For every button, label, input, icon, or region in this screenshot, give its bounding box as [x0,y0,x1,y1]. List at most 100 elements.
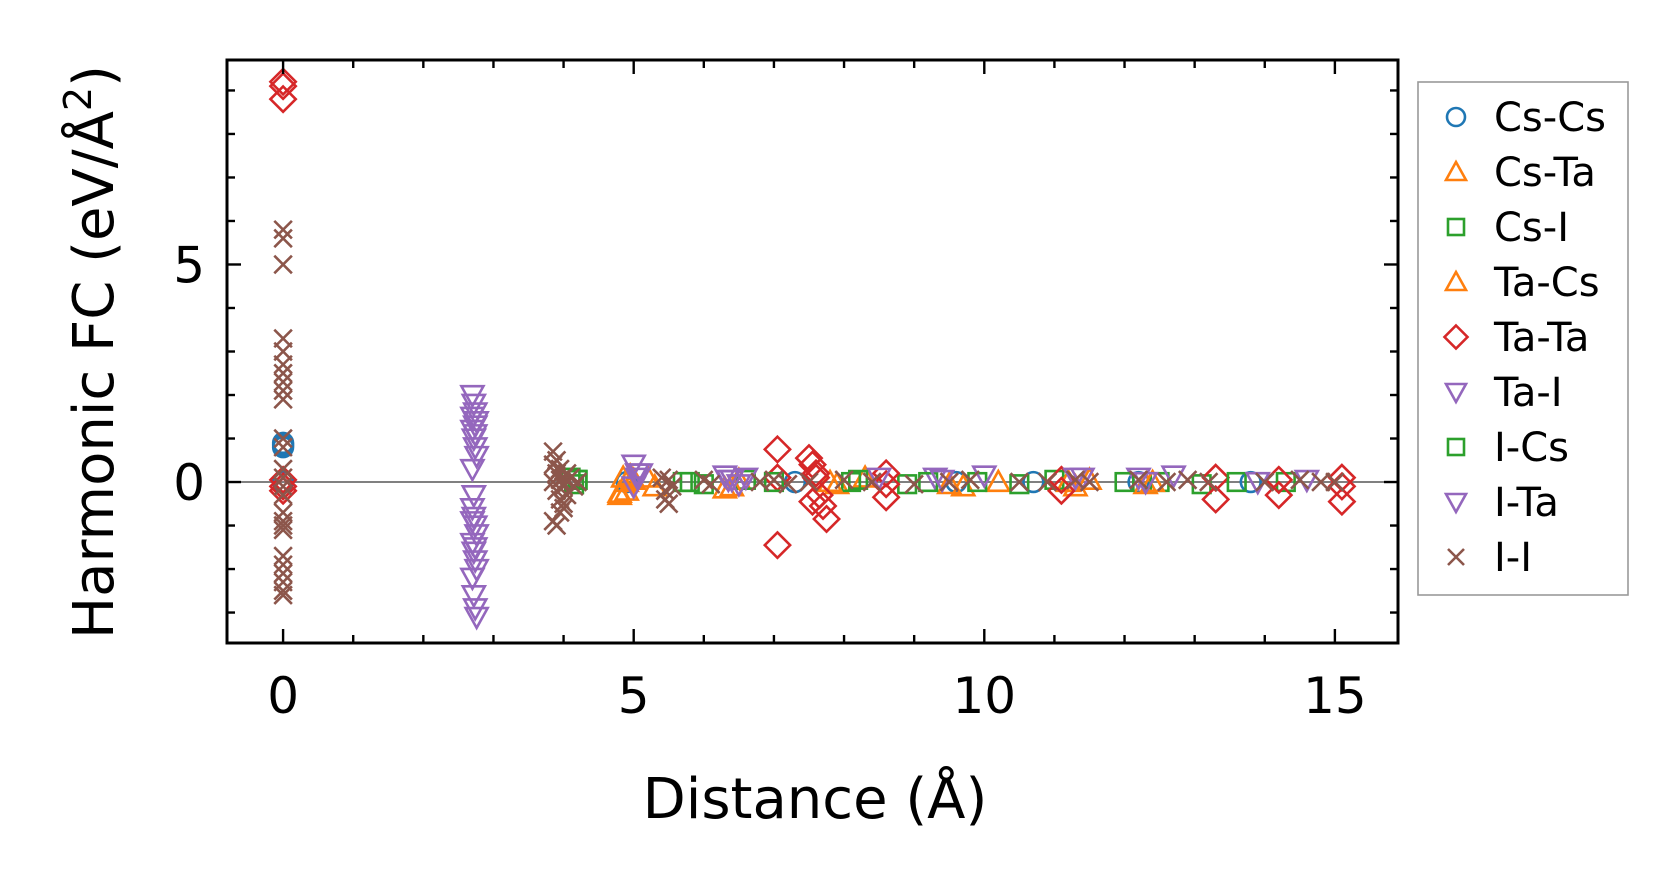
data-point [1062,467,1089,492]
data-point [1290,470,1310,490]
data-point [971,465,998,490]
x-tick-label: 0 [267,667,299,725]
data-point [273,520,293,540]
data-point [762,530,792,560]
data-point [812,504,842,534]
data-point [808,491,838,521]
legend-label: I-I [1494,535,1532,581]
data-point [798,487,827,517]
data-point [273,254,293,275]
data-point [273,380,293,401]
legend-marker [1443,269,1469,292]
data-point [762,434,792,464]
data-point [463,445,490,470]
data-point [1009,472,1030,492]
legend-label: Cs-Ta [1494,150,1596,196]
data-point [871,482,901,512]
series-ta-i [459,384,1321,631]
y-axis-label-close: ) [62,65,127,87]
data-point [462,424,489,448]
data-point [459,458,486,483]
data-point [763,471,785,493]
data-point [778,474,798,494]
y-axis-label: Harmonic FC (eV/Å2) [56,65,127,639]
legend-marker [1443,492,1469,515]
data-point [659,494,679,514]
data-point [847,469,869,490]
data-point [922,467,949,492]
legend-marker [1446,217,1466,237]
data-point [273,563,293,584]
data-point [1114,471,1135,493]
data-point [1327,471,1357,501]
data-point [273,546,293,566]
legend-marker [1445,106,1467,128]
y-axis-label-superscript: 2 [56,87,100,111]
data-point [273,354,293,375]
data-point [1128,470,1149,490]
data-point [732,467,760,492]
data-point [1139,468,1166,493]
data-point [1325,472,1345,492]
data-point [273,428,293,449]
legend-label: Cs-I [1494,205,1569,251]
data-point [764,470,784,490]
data-point [273,389,293,410]
data-point [1201,484,1231,514]
legend-marker [1443,382,1469,405]
data-point [1311,472,1331,492]
legend-label: Ta-Ta [1493,315,1589,361]
data-point [459,567,486,592]
data-point [460,484,488,509]
data-point [273,219,293,240]
data-point [1226,471,1247,493]
data-point [273,363,293,383]
data-point [273,554,293,575]
data-point [1160,465,1187,490]
data-point [1076,466,1103,490]
data-point [273,228,293,249]
data-point [273,476,293,497]
data-point [273,437,293,457]
data-point [662,476,682,497]
data-point [1156,472,1177,492]
series-cs-cs [271,431,1262,494]
data-layer [227,67,1398,631]
data-point [985,468,1012,493]
data-point [627,463,654,487]
data-point [273,585,293,605]
data-point [463,606,490,631]
data-point [862,472,882,492]
data-point [268,71,298,101]
data-point [273,511,293,531]
data-point [834,470,854,490]
data-point [904,474,924,494]
data-point [273,459,293,479]
y-tick-label: 0 [173,454,205,512]
data-point [1009,474,1030,495]
data-point [553,498,574,518]
legend-marker [1443,159,1469,182]
legend-label: I-Ta [1494,480,1559,526]
x-tick-label: 10 [952,667,1016,725]
legend-label: Cs-Cs [1494,95,1606,141]
data-point [1255,472,1275,492]
x-tick-label: 15 [1303,667,1367,725]
legend: Cs-Cs Cs-Ta Cs-I Ta-Cs Ta-Ta Ta-I I-Cs I-Ta I-I [1417,81,1629,596]
data-point [273,485,293,505]
data-point [273,581,293,601]
data-point [1037,472,1058,492]
data-point [1198,472,1219,492]
data-point [459,406,486,431]
x-axis-label: Distance (Å) [643,766,988,832]
legend-label: Ta-Cs [1493,260,1600,306]
data-point [546,515,567,536]
axes-layer: 0 5 10 15 0 5 [173,58,1400,725]
data-point [1264,480,1294,510]
data-point [679,471,700,493]
legend-label: Ta-I [1493,370,1563,416]
data-point [871,469,901,499]
data-point [268,67,298,97]
x-tick-label: 5 [618,667,650,725]
legend-label: I-Cs [1494,425,1569,471]
